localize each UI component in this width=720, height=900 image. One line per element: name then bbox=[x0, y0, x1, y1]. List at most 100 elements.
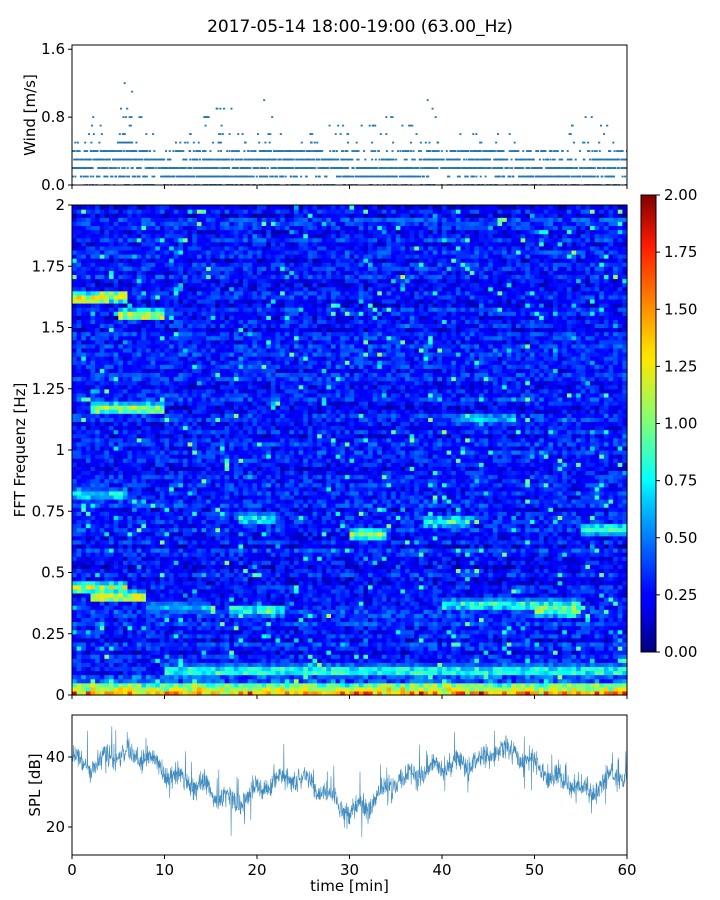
wind-point bbox=[410, 141, 412, 144]
spectrogram-cell bbox=[81, 572, 87, 578]
spectrogram-cell bbox=[72, 356, 78, 361]
spectrogram-cell bbox=[113, 646, 119, 651]
spectrogram-cell bbox=[183, 572, 189, 578]
spectrogram-cell bbox=[132, 213, 138, 218]
spectrogram-cell bbox=[95, 523, 101, 529]
wind-point bbox=[205, 167, 208, 169]
spectrogram-cell bbox=[132, 658, 138, 663]
spectrogram-cell bbox=[85, 217, 92, 222]
spectrogram-cell bbox=[109, 278, 115, 284]
spectrogram-cell bbox=[164, 392, 170, 398]
spectrogram-cell bbox=[150, 396, 156, 402]
spectrogram-cell bbox=[113, 254, 119, 259]
spectrogram-cell bbox=[164, 592, 170, 598]
spectrogram-cell bbox=[85, 548, 92, 553]
spectrogram-cell bbox=[85, 658, 92, 663]
spectrogram-cell bbox=[122, 682, 129, 688]
spectrogram-cell bbox=[72, 282, 78, 288]
spectrogram-cell bbox=[159, 380, 166, 386]
spectrogram-cell bbox=[136, 266, 142, 271]
spectrogram-cell bbox=[76, 311, 82, 316]
spectrogram-cell bbox=[104, 670, 110, 676]
spectrogram-cell bbox=[169, 535, 175, 541]
wind-point bbox=[450, 167, 453, 169]
spectrogram-cell bbox=[127, 609, 133, 614]
spectrogram-cell bbox=[118, 527, 124, 533]
spectrogram-cell bbox=[95, 270, 101, 276]
spectrogram-cell bbox=[141, 384, 147, 390]
wind-point bbox=[303, 150, 306, 152]
spectrogram-cell bbox=[164, 380, 170, 386]
spectrogram-cell bbox=[146, 580, 152, 586]
spectrogram-cell bbox=[155, 425, 161, 431]
spectrogram-cell bbox=[81, 466, 87, 472]
spectrogram-cell bbox=[183, 605, 189, 610]
spectrogram-cell bbox=[104, 609, 110, 614]
spectrogram-cell bbox=[118, 454, 124, 459]
wind-point bbox=[221, 133, 224, 135]
spectrogram-cell bbox=[173, 372, 179, 378]
wind-point bbox=[295, 150, 298, 152]
wind-point bbox=[409, 124, 412, 127]
spectrogram-cell bbox=[169, 233, 175, 239]
spectrogram-cell bbox=[132, 303, 138, 308]
spectrogram-cell bbox=[90, 303, 96, 308]
spectrogram-cell bbox=[136, 303, 142, 308]
spectrogram-cell bbox=[109, 282, 115, 288]
spectrogram-cell bbox=[90, 531, 96, 537]
spectrogram-cell bbox=[173, 380, 179, 386]
spectrogram-cell bbox=[132, 478, 138, 484]
spectrogram-cell bbox=[178, 576, 184, 582]
spectrogram-cell bbox=[113, 580, 119, 586]
wind-point bbox=[387, 158, 390, 161]
spectrogram-cell bbox=[164, 225, 170, 231]
spectrogram-cell bbox=[81, 392, 87, 398]
spectrogram-cell bbox=[95, 507, 101, 512]
spectrogram-cell bbox=[76, 490, 82, 496]
spectrogram-cell bbox=[76, 229, 82, 235]
spectrogram-cell bbox=[118, 543, 124, 549]
wind-point bbox=[109, 150, 112, 152]
wind-point bbox=[601, 158, 604, 161]
spectrogram-cell bbox=[81, 576, 87, 582]
spectrogram-cell bbox=[104, 421, 110, 427]
spectrogram-cell bbox=[85, 527, 92, 533]
spectrogram-cell bbox=[132, 229, 138, 235]
wind-point bbox=[219, 133, 222, 135]
spectrogram-cell bbox=[85, 543, 92, 549]
spectrogram-cell bbox=[146, 421, 152, 427]
spectrogram-cell bbox=[132, 543, 138, 549]
spectrogram-cell bbox=[95, 319, 101, 325]
spectrogram-cell bbox=[109, 327, 115, 333]
spectrogram-cell bbox=[173, 278, 179, 284]
spectrogram-cell bbox=[81, 343, 87, 349]
wind-point bbox=[508, 133, 511, 135]
spectrogram-cell bbox=[113, 499, 119, 504]
spectrogram-cell bbox=[141, 503, 147, 508]
spectrogram-cell bbox=[99, 682, 105, 688]
spectrogram-cell bbox=[164, 409, 170, 414]
spectrogram-cell bbox=[141, 396, 147, 402]
spectrogram-cell bbox=[95, 601, 101, 606]
spectrogram-cell bbox=[104, 641, 110, 647]
wind-point bbox=[456, 175, 459, 178]
spectrogram-cell bbox=[113, 629, 119, 635]
spectrogram-cell bbox=[127, 450, 133, 455]
spectrogram-cell bbox=[72, 503, 78, 508]
spectrogram-cell bbox=[141, 617, 147, 623]
spectrogram-cell bbox=[155, 617, 161, 623]
wind-point bbox=[436, 158, 439, 161]
spectrogram-cell bbox=[159, 278, 166, 284]
spectrogram-cell bbox=[159, 503, 166, 508]
spectrogram-cell bbox=[99, 641, 105, 647]
spectrogram-cell bbox=[178, 421, 184, 427]
wind-point bbox=[551, 158, 554, 161]
spectrogram-cell bbox=[155, 674, 161, 680]
spectrogram-cell bbox=[136, 376, 142, 382]
spectrogram-cell bbox=[173, 560, 179, 565]
spectrogram-cell bbox=[109, 409, 115, 414]
spectrogram-cell bbox=[90, 360, 96, 365]
spectrogram-cell bbox=[159, 646, 166, 651]
spectrogram-cell bbox=[146, 413, 152, 418]
spectrogram-cell bbox=[159, 543, 166, 549]
